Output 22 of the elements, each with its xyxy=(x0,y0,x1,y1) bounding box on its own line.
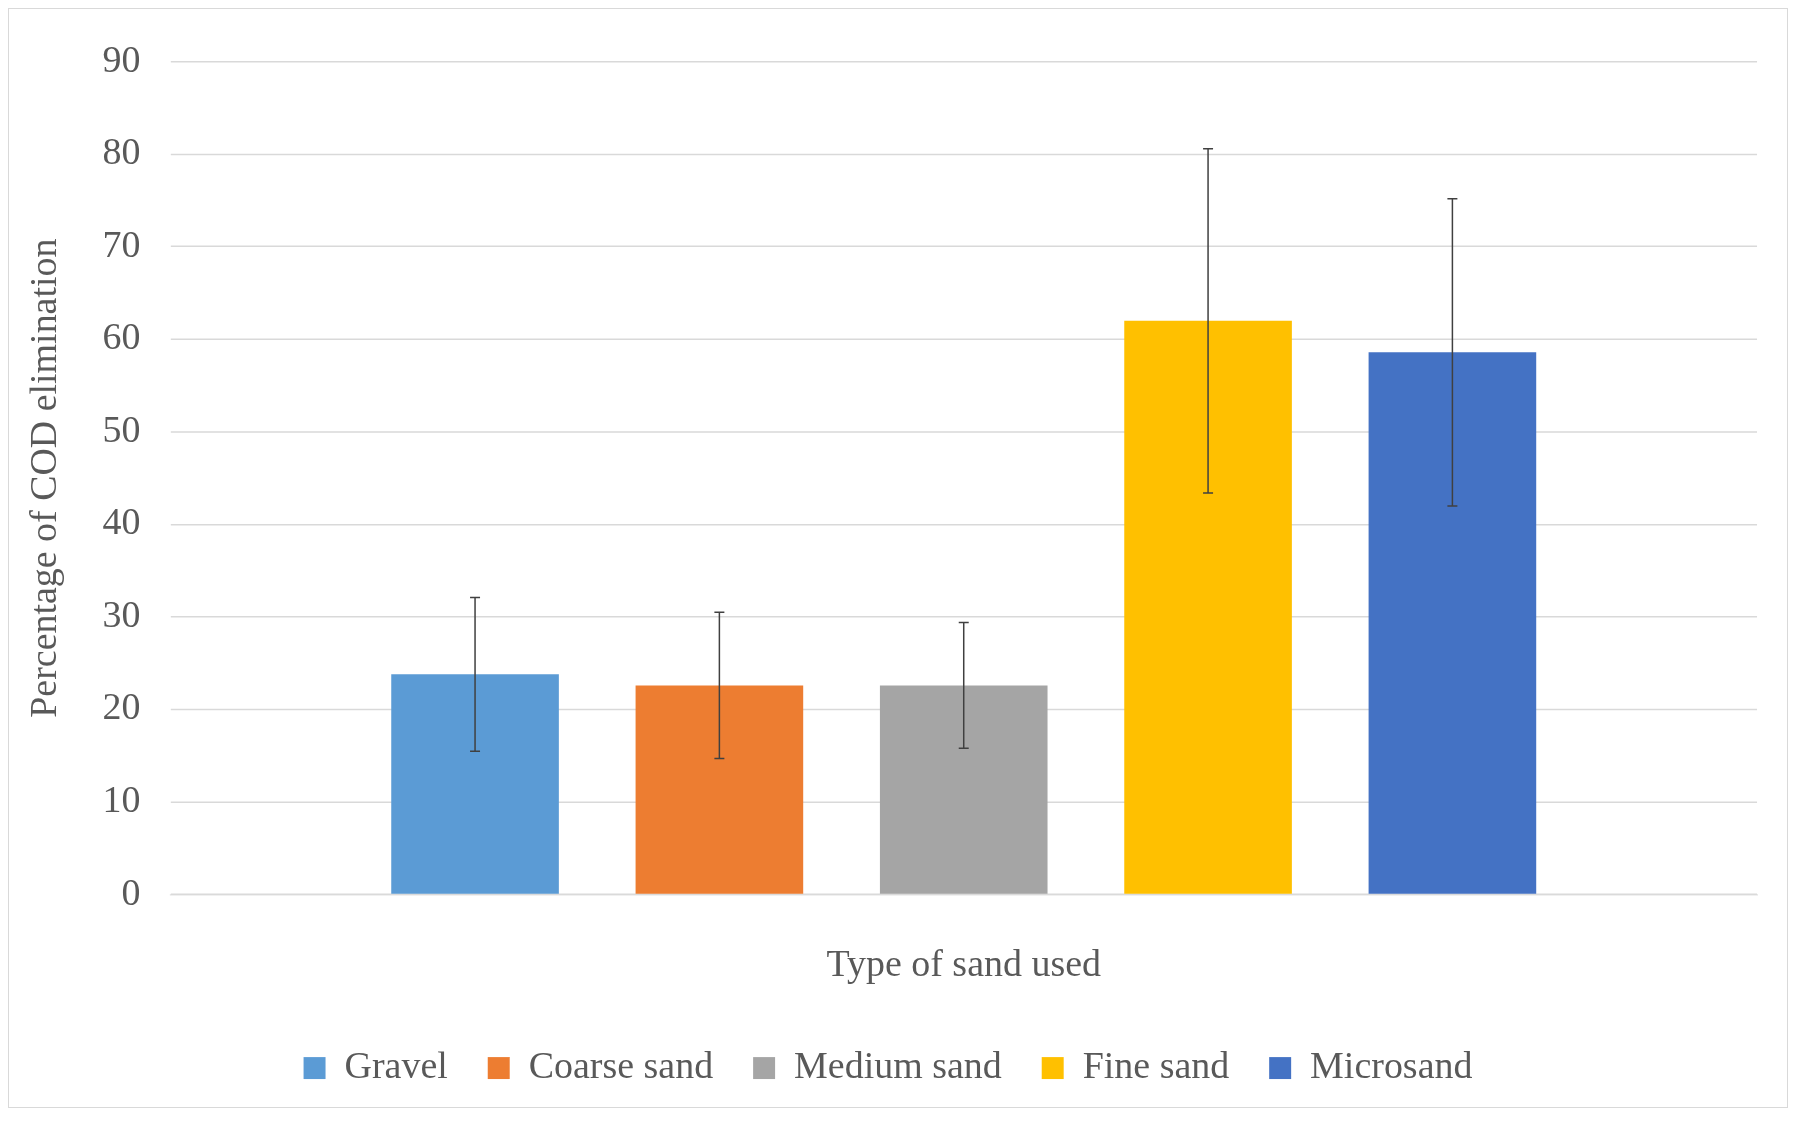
legend-label: Coarse sand xyxy=(528,1044,714,1087)
y-tick-label: 20 xyxy=(102,685,141,728)
bar xyxy=(635,685,804,894)
legend-label: Medium sand xyxy=(794,1044,1002,1087)
legend-label: Microsand xyxy=(1310,1044,1473,1087)
legend-label: Fine sand xyxy=(1082,1044,1230,1087)
y-tick-label: 30 xyxy=(102,592,141,635)
x-axis-title: Type of sand used xyxy=(826,942,1102,985)
bar xyxy=(391,674,559,894)
y-tick-label: 0 xyxy=(121,870,141,913)
y-tick-label: 10 xyxy=(102,778,141,821)
y-tick-label: 90 xyxy=(102,37,141,80)
y-tick-label: 80 xyxy=(102,130,141,173)
y-tick-label: 40 xyxy=(102,500,141,543)
y-tick-label: 60 xyxy=(102,315,141,358)
legend-label: Gravel xyxy=(344,1044,448,1087)
y-axis-title: Percentage of COD elimination xyxy=(21,238,64,718)
bar xyxy=(1124,320,1292,894)
y-tick-label: 50 xyxy=(102,407,141,450)
bar xyxy=(1368,352,1537,894)
y-tick-label: 70 xyxy=(102,222,141,265)
bar xyxy=(879,685,1048,894)
